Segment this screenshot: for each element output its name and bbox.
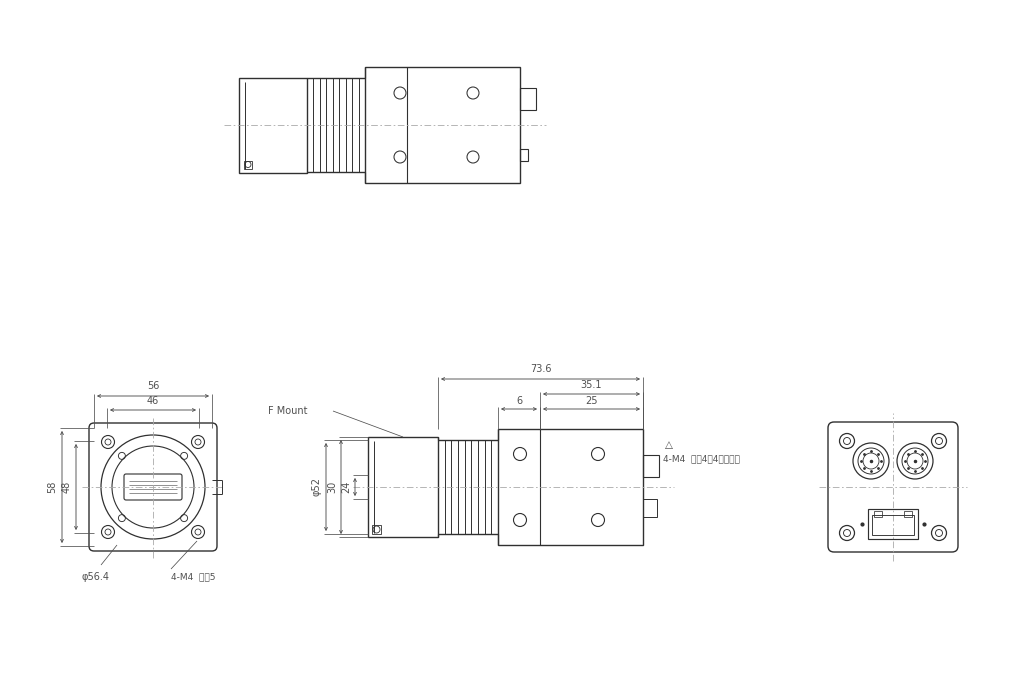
Bar (520, 88, 536, 110)
Text: 46: 46 (147, 396, 159, 406)
Bar (497, 429, 643, 545)
Text: 4-M4  深サ5: 4-M4 深サ5 (171, 572, 215, 581)
Bar (904, 511, 912, 517)
Text: 73.6: 73.6 (529, 364, 551, 374)
Text: 58: 58 (47, 481, 57, 493)
Bar (239, 78, 307, 172)
Bar (643, 499, 657, 517)
Text: 24: 24 (341, 481, 351, 493)
Bar (372, 525, 381, 534)
Text: 48: 48 (62, 481, 72, 493)
Text: 56: 56 (147, 381, 160, 391)
Text: 35.1: 35.1 (581, 380, 603, 390)
Bar (368, 437, 438, 537)
Bar (365, 67, 520, 183)
Bar (868, 509, 918, 539)
Bar (643, 455, 659, 477)
Text: 4-M4  深サ4（4面共通）: 4-M4 深サ4（4面共通） (663, 454, 740, 463)
Bar (244, 160, 252, 169)
Text: 6: 6 (516, 396, 522, 406)
Text: φ56.4: φ56.4 (81, 572, 109, 582)
Text: 30: 30 (327, 481, 337, 493)
Bar (872, 515, 914, 535)
Text: φ52: φ52 (312, 477, 322, 496)
Bar (520, 149, 528, 161)
Text: 25: 25 (585, 396, 597, 406)
Text: △: △ (665, 440, 673, 450)
Bar (874, 511, 882, 517)
Text: F Mount: F Mount (269, 406, 308, 416)
